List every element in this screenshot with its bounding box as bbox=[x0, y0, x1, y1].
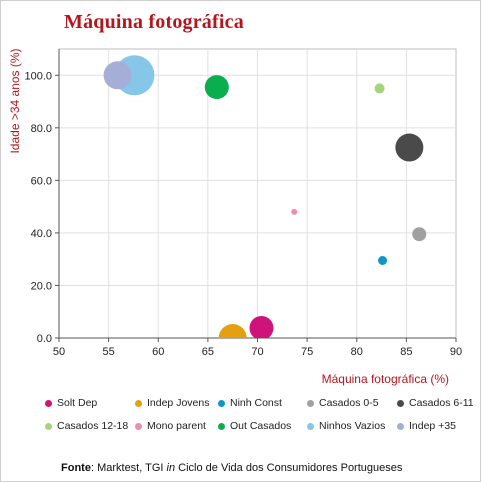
legend-label: Casados 0-5 bbox=[319, 397, 379, 409]
legend-item-casados-12-18: Casados 12-18 bbox=[45, 420, 128, 432]
chart-title: Máquina fotográfica bbox=[64, 11, 244, 33]
legend-marker bbox=[397, 422, 404, 430]
legend-marker bbox=[135, 422, 142, 430]
legend-label: Ninh Const bbox=[230, 397, 282, 409]
legend-marker bbox=[45, 422, 52, 430]
bubble-casados-6-11 bbox=[395, 133, 424, 162]
source-note: Fonte: Marktest, TGI in Ciclo de Vida do… bbox=[61, 462, 402, 474]
y-tick-label: 100.0 bbox=[24, 70, 52, 82]
x-tick-label: 60 bbox=[152, 346, 164, 358]
legend-item-indep-35: Indep +35 bbox=[397, 420, 456, 432]
bubble-casados-12-18 bbox=[374, 83, 385, 94]
legend-label: Mono parent bbox=[147, 420, 206, 432]
legend-item-casados-0-5: Casados 0-5 bbox=[307, 397, 379, 409]
bubble-indep-jovens bbox=[218, 324, 247, 338]
y-tick-label: 60.0 bbox=[31, 175, 52, 187]
legend-marker bbox=[218, 399, 225, 407]
scatter-chart: 50 55 60 65 70 75 80 85 90 0.0 20.0 40.0 60.0 80.0 100… bbox=[8, 48, 462, 386]
legend-marker bbox=[307, 422, 314, 430]
legend-label: Indep Jovens bbox=[147, 397, 210, 409]
y-tick-label: 0.0 bbox=[37, 333, 52, 345]
legend-item-indep-jovens: Indep Jovens bbox=[135, 397, 209, 409]
y-tick-label: 40.0 bbox=[31, 228, 52, 240]
x-axis-title: Máquina fotográfica (%) bbox=[322, 372, 449, 386]
legend-marker bbox=[135, 399, 142, 407]
legend-item-solt-dep: Solt Dep bbox=[45, 397, 97, 409]
bubble-solt-dep bbox=[249, 316, 274, 338]
legend-marker bbox=[307, 399, 314, 407]
x-tick-label: 70 bbox=[251, 346, 263, 358]
legend-label: Casados 6-11 bbox=[409, 397, 474, 409]
bubble-casados-0-5 bbox=[412, 227, 427, 242]
legend-item-casados-6-11: Casados 6-11 bbox=[397, 397, 474, 409]
source-text-1: : Marktest, TGI bbox=[90, 462, 167, 474]
x-tick-label: 80 bbox=[351, 346, 363, 358]
legend-label: Ninhos Vazios bbox=[319, 420, 386, 432]
legend-label: Out Casados bbox=[230, 420, 292, 432]
bubble-indep-35 bbox=[103, 61, 132, 90]
legend-item-mono-parent: Mono parent bbox=[135, 420, 206, 432]
x-tick-label: 75 bbox=[301, 346, 313, 358]
legend-marker bbox=[45, 399, 52, 407]
bubble-ninh-const bbox=[378, 255, 388, 265]
x-tick-label: 65 bbox=[202, 346, 214, 358]
legend-item-ninhos-vazios: Ninhos Vazios bbox=[307, 420, 385, 432]
legend-label: Casados 12-18 bbox=[57, 420, 129, 432]
legend-label: Indep +35 bbox=[409, 420, 457, 432]
legend-item-ninh-const: Ninh Const bbox=[218, 397, 282, 409]
legend-marker bbox=[218, 422, 225, 430]
legend-label: Solt Dep bbox=[57, 397, 98, 409]
legend-marker bbox=[397, 399, 404, 407]
y-tick-label: 80.0 bbox=[31, 123, 52, 135]
source-label: Fonte bbox=[61, 462, 91, 474]
source-in-word: in bbox=[166, 462, 176, 474]
bubble-out-casados bbox=[204, 75, 229, 100]
x-tick-label: 55 bbox=[103, 346, 115, 358]
source-text-2: Ciclo de Vida dos Consumidores Portugues… bbox=[175, 462, 403, 474]
y-tick-label: 20.0 bbox=[31, 280, 52, 292]
legend-item-out-casados: Out Casados bbox=[218, 420, 291, 432]
bubble-mono-parent bbox=[291, 208, 298, 215]
x-tick-label: 50 bbox=[53, 346, 65, 358]
x-tick-label: 85 bbox=[400, 346, 412, 358]
x-tick-label: 90 bbox=[450, 346, 462, 358]
y-axis-title: Idade >34 anos (%) bbox=[8, 48, 22, 153]
